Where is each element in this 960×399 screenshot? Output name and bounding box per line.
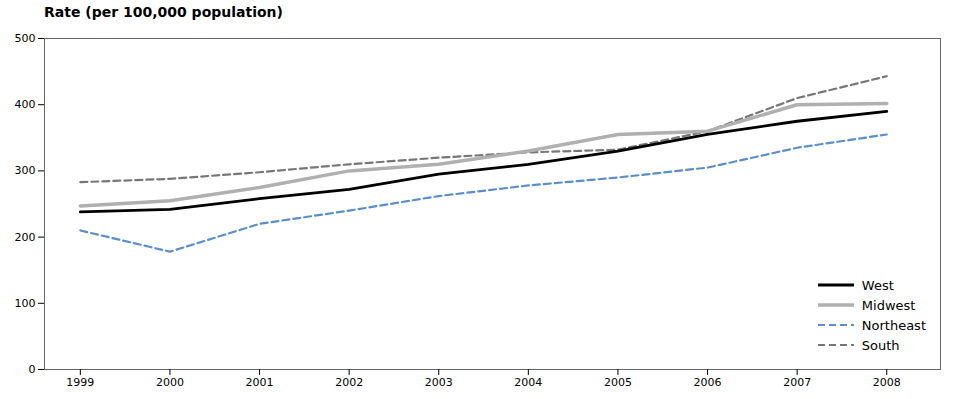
svg-text:2006: 2006 [694, 376, 722, 389]
svg-text:1999: 1999 [66, 376, 94, 389]
svg-text:2004: 2004 [514, 376, 542, 389]
svg-text:2007: 2007 [783, 376, 811, 389]
html-text:West: West [861, 277, 894, 293]
html-text:Rate (per 100,000 population): Rate (per 100,000 population) [44, 4, 283, 20]
svg-text:2005: 2005 [604, 376, 632, 389]
svg-text:100: 100 [15, 297, 36, 310]
html-text:Northeast: Northeast [861, 317, 926, 333]
html-text:Midwest: Midwest [861, 297, 916, 313]
svg-text:2003: 2003 [425, 376, 453, 389]
svg-text:0: 0 [29, 363, 36, 376]
svg-text:2008: 2008 [873, 376, 901, 389]
svg-text:2001: 2001 [246, 376, 274, 389]
svg-text:300: 300 [15, 164, 36, 177]
svg-text:2002: 2002 [335, 376, 363, 389]
svg-text:400: 400 [15, 98, 36, 111]
html-text:South: South [861, 337, 900, 353]
svg-text:500: 500 [15, 32, 36, 45]
svg-text:200: 200 [15, 231, 36, 244]
svg-text:2000: 2000 [156, 376, 184, 389]
